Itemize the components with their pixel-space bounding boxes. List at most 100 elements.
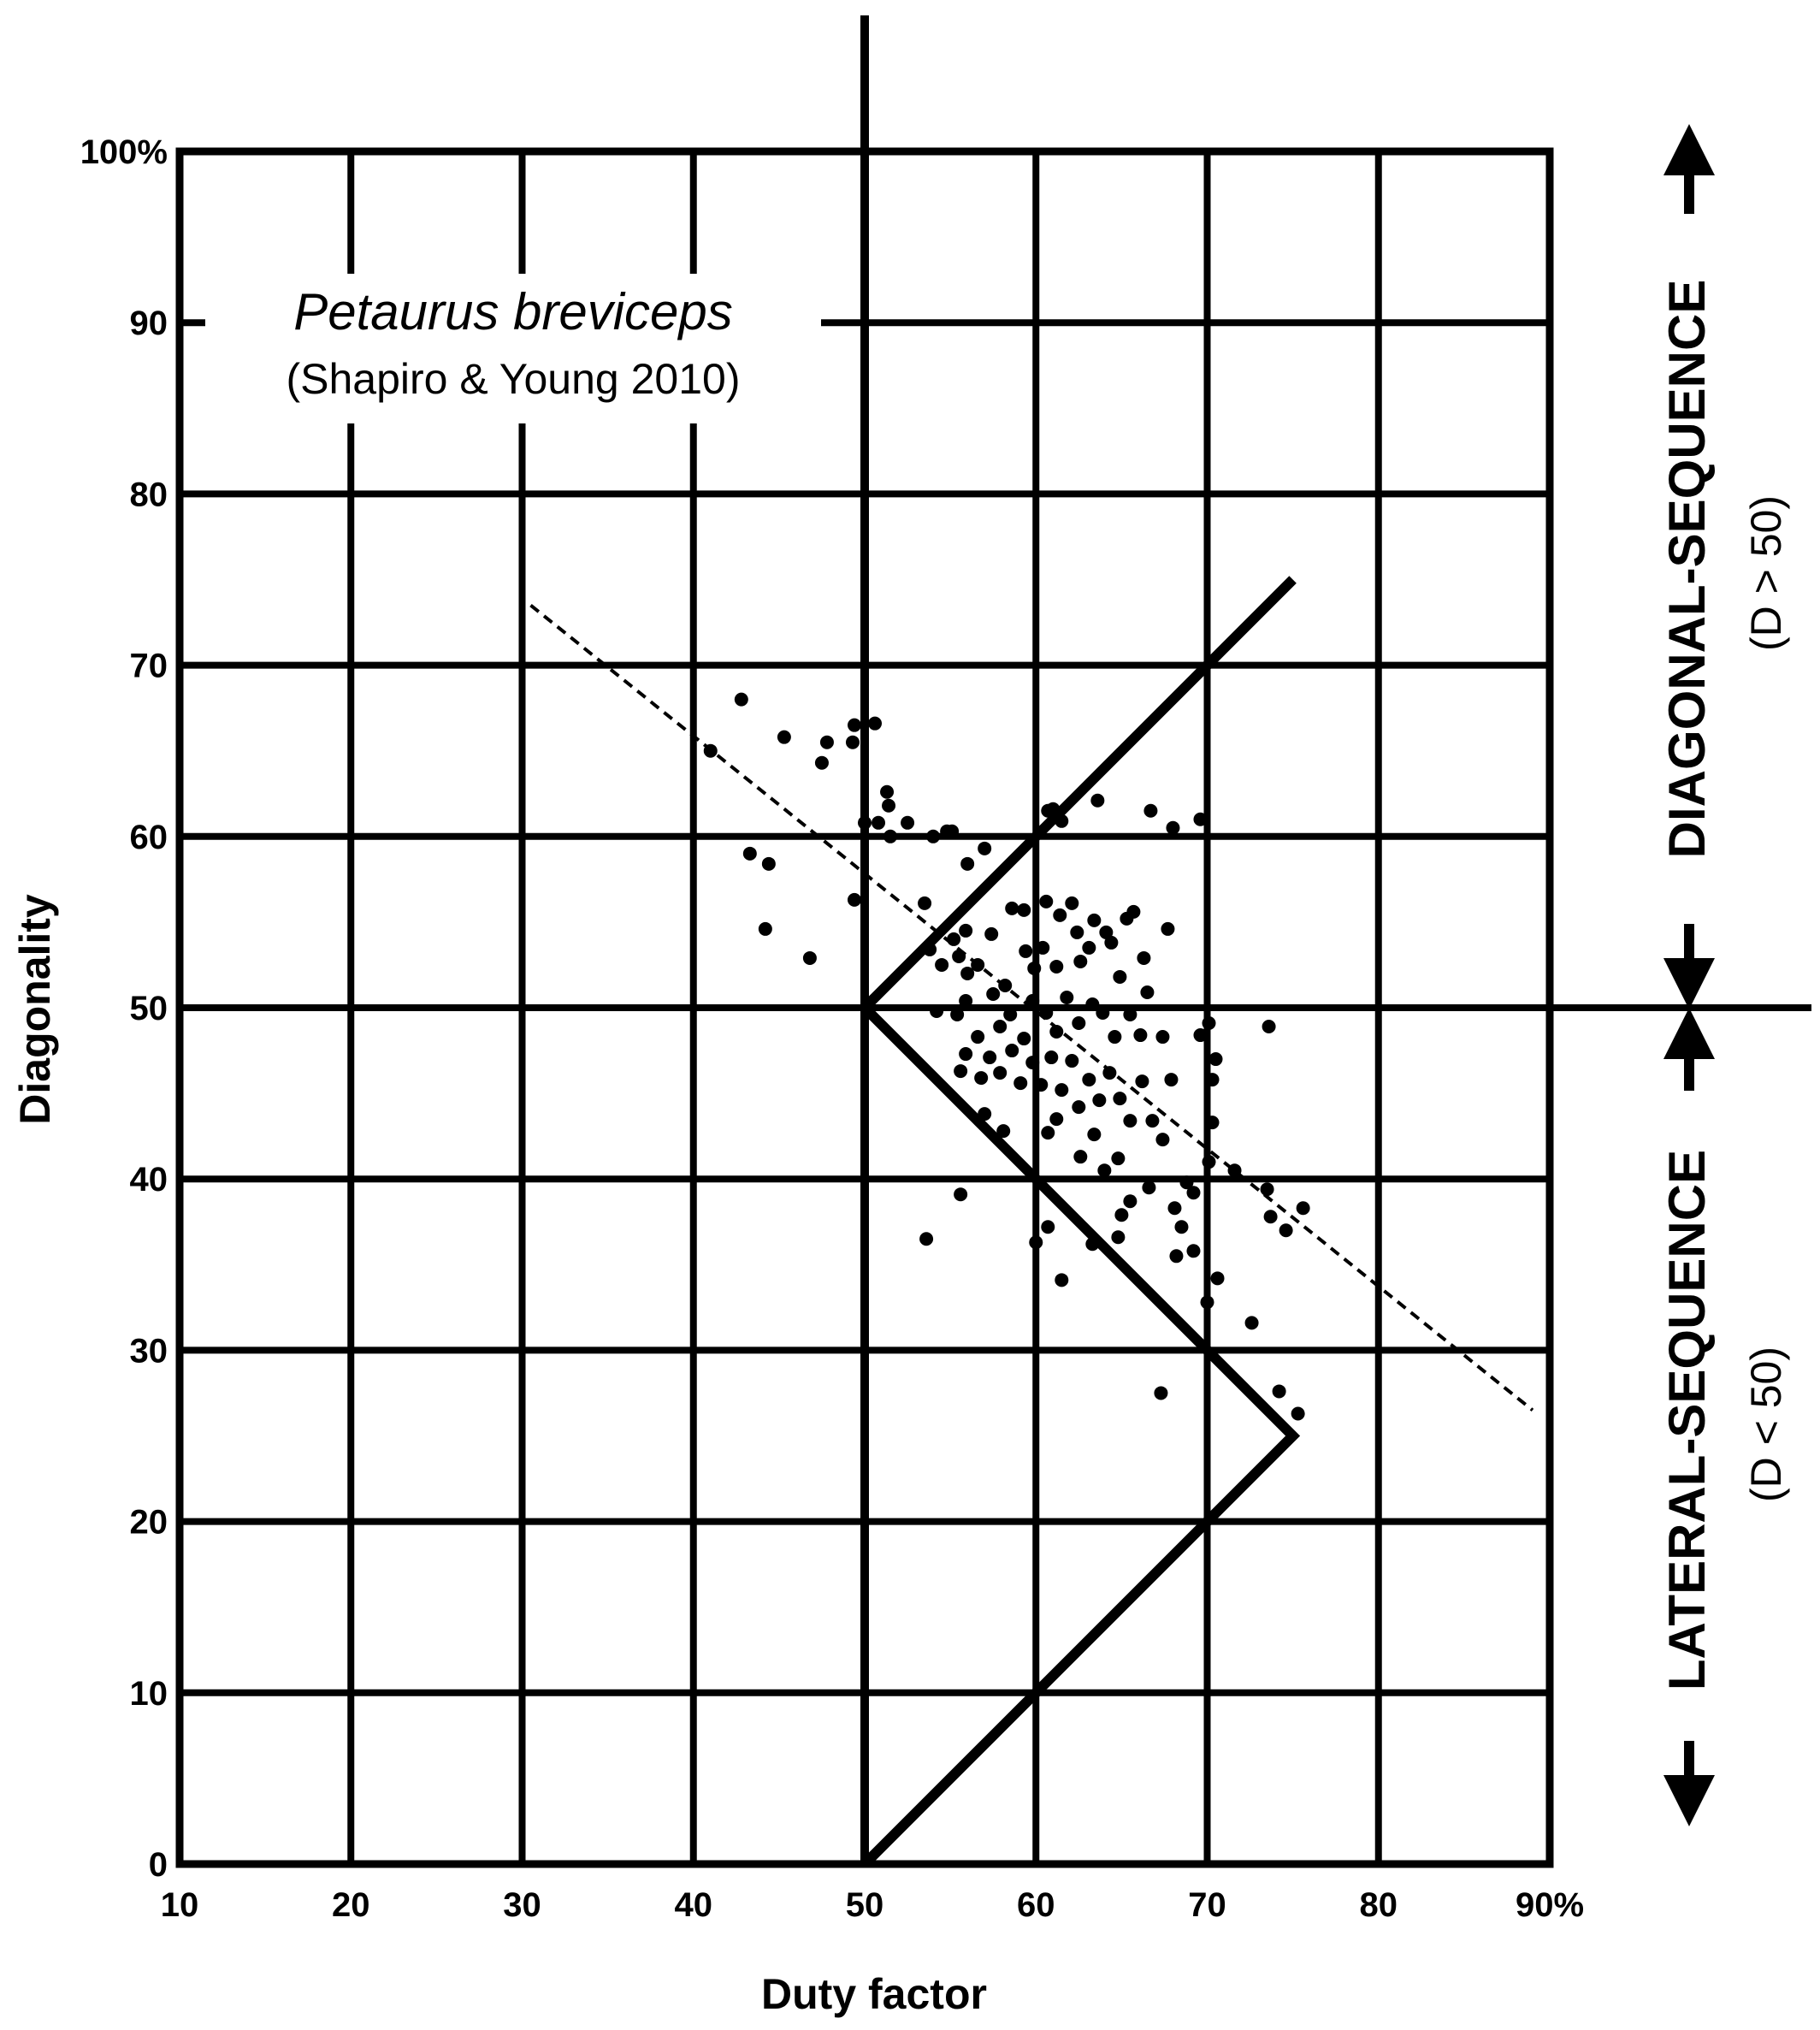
data-point xyxy=(1166,820,1180,835)
data-point xyxy=(1019,944,1033,958)
data-point xyxy=(1164,1073,1179,1087)
data-point xyxy=(1036,940,1050,955)
data-point xyxy=(1055,1083,1069,1098)
data-point xyxy=(1296,1201,1310,1216)
x-axis-label: Duty factor xyxy=(761,1970,987,2018)
data-point xyxy=(960,856,975,871)
y-tick-label: 100% xyxy=(80,133,168,171)
y-tick-label: 60 xyxy=(130,819,168,856)
data-point xyxy=(1263,1210,1278,1224)
data-point xyxy=(1174,1220,1189,1234)
data-point xyxy=(1202,1155,1216,1169)
data-point xyxy=(1123,1194,1138,1209)
data-point xyxy=(1186,1244,1201,1258)
data-point xyxy=(1072,1016,1086,1031)
y-axis-label: Diagonality xyxy=(11,894,59,1125)
data-point xyxy=(1072,1100,1086,1115)
data-point xyxy=(952,949,966,963)
data-point xyxy=(974,1071,989,1086)
data-point xyxy=(1073,1150,1088,1164)
data-point xyxy=(703,743,718,758)
data-point xyxy=(926,829,941,843)
data-point xyxy=(1041,1126,1055,1140)
data-point xyxy=(959,993,973,1008)
y-tick-label: 40 xyxy=(130,1161,168,1198)
data-point xyxy=(986,986,1001,1001)
data-point xyxy=(1205,1073,1220,1087)
data-point xyxy=(1005,901,1019,915)
data-point xyxy=(1123,1114,1138,1128)
reference-lines xyxy=(180,15,1811,1864)
data-point xyxy=(947,932,961,946)
y-tick-label: 50 xyxy=(130,990,168,1027)
data-point xyxy=(954,1187,968,1202)
data-point xyxy=(1202,1016,1216,1031)
data-point xyxy=(919,1232,934,1246)
data-point xyxy=(734,692,748,707)
data-point xyxy=(930,1004,944,1019)
data-point xyxy=(1041,1220,1055,1234)
data-point xyxy=(872,815,886,830)
data-point xyxy=(883,829,898,843)
title-box: Petaurus breviceps (Shapiro & Young 2010… xyxy=(205,274,821,423)
chart-title: Petaurus breviceps xyxy=(293,283,733,340)
data-point xyxy=(742,846,757,861)
data-point xyxy=(1140,985,1155,999)
data-point xyxy=(971,957,985,972)
data-point xyxy=(1111,1230,1126,1245)
data-point xyxy=(1003,1008,1018,1022)
data-point xyxy=(1186,1186,1201,1200)
data-point xyxy=(1179,1175,1194,1190)
data-point xyxy=(845,735,860,749)
data-point xyxy=(1244,1316,1259,1330)
data-point xyxy=(1055,814,1069,828)
data-point xyxy=(1123,1008,1138,1022)
data-point xyxy=(1154,1386,1168,1400)
data-point xyxy=(1082,940,1096,955)
data-point xyxy=(1155,1030,1170,1045)
data-point xyxy=(868,716,883,731)
data-point xyxy=(971,1030,985,1045)
data-point xyxy=(1049,1112,1064,1127)
data-point xyxy=(1099,925,1114,939)
data-point xyxy=(1167,1201,1182,1216)
data-point xyxy=(1291,1406,1305,1421)
data-point xyxy=(1017,1032,1031,1046)
x-tick-label: 70 xyxy=(1188,1886,1226,1924)
x-tick-label: 90% xyxy=(1516,1886,1584,1924)
data-point xyxy=(1113,969,1127,984)
data-point xyxy=(1029,1235,1043,1250)
data-point xyxy=(945,824,960,838)
data-point xyxy=(819,735,834,749)
data-point xyxy=(1087,1127,1102,1142)
data-point xyxy=(1017,903,1031,917)
data-point xyxy=(993,1020,1008,1034)
zigzag-boundary xyxy=(857,576,1301,1868)
lateral-sequence-sublabel: (D < 50) xyxy=(1742,1346,1790,1502)
data-point xyxy=(1104,935,1119,950)
data-point xyxy=(1137,950,1151,965)
y-tick-label: 30 xyxy=(130,1332,168,1370)
zigzag-line xyxy=(857,576,1301,1868)
data-point xyxy=(1049,959,1064,974)
data-point xyxy=(1102,1066,1117,1080)
data-point xyxy=(1034,1078,1049,1092)
data-point xyxy=(1090,793,1105,808)
data-point xyxy=(918,896,932,910)
data-point xyxy=(1070,925,1084,939)
data-point xyxy=(1272,1384,1286,1399)
data-point xyxy=(1113,1092,1127,1106)
y-tick-label: 20 xyxy=(130,1504,168,1542)
data-point xyxy=(954,1064,968,1079)
data-point xyxy=(1085,997,1100,1011)
y-tick-label: 80 xyxy=(130,476,168,513)
x-tick-label: 30 xyxy=(503,1886,541,1924)
x-tick-label: 20 xyxy=(332,1886,370,1924)
data-point xyxy=(880,784,895,799)
data-point xyxy=(858,815,872,830)
data-point xyxy=(1200,1295,1214,1310)
data-point xyxy=(1065,1054,1079,1068)
data-point xyxy=(814,755,829,770)
x-tick-label: 50 xyxy=(846,1886,884,1924)
data-point xyxy=(1087,913,1102,927)
